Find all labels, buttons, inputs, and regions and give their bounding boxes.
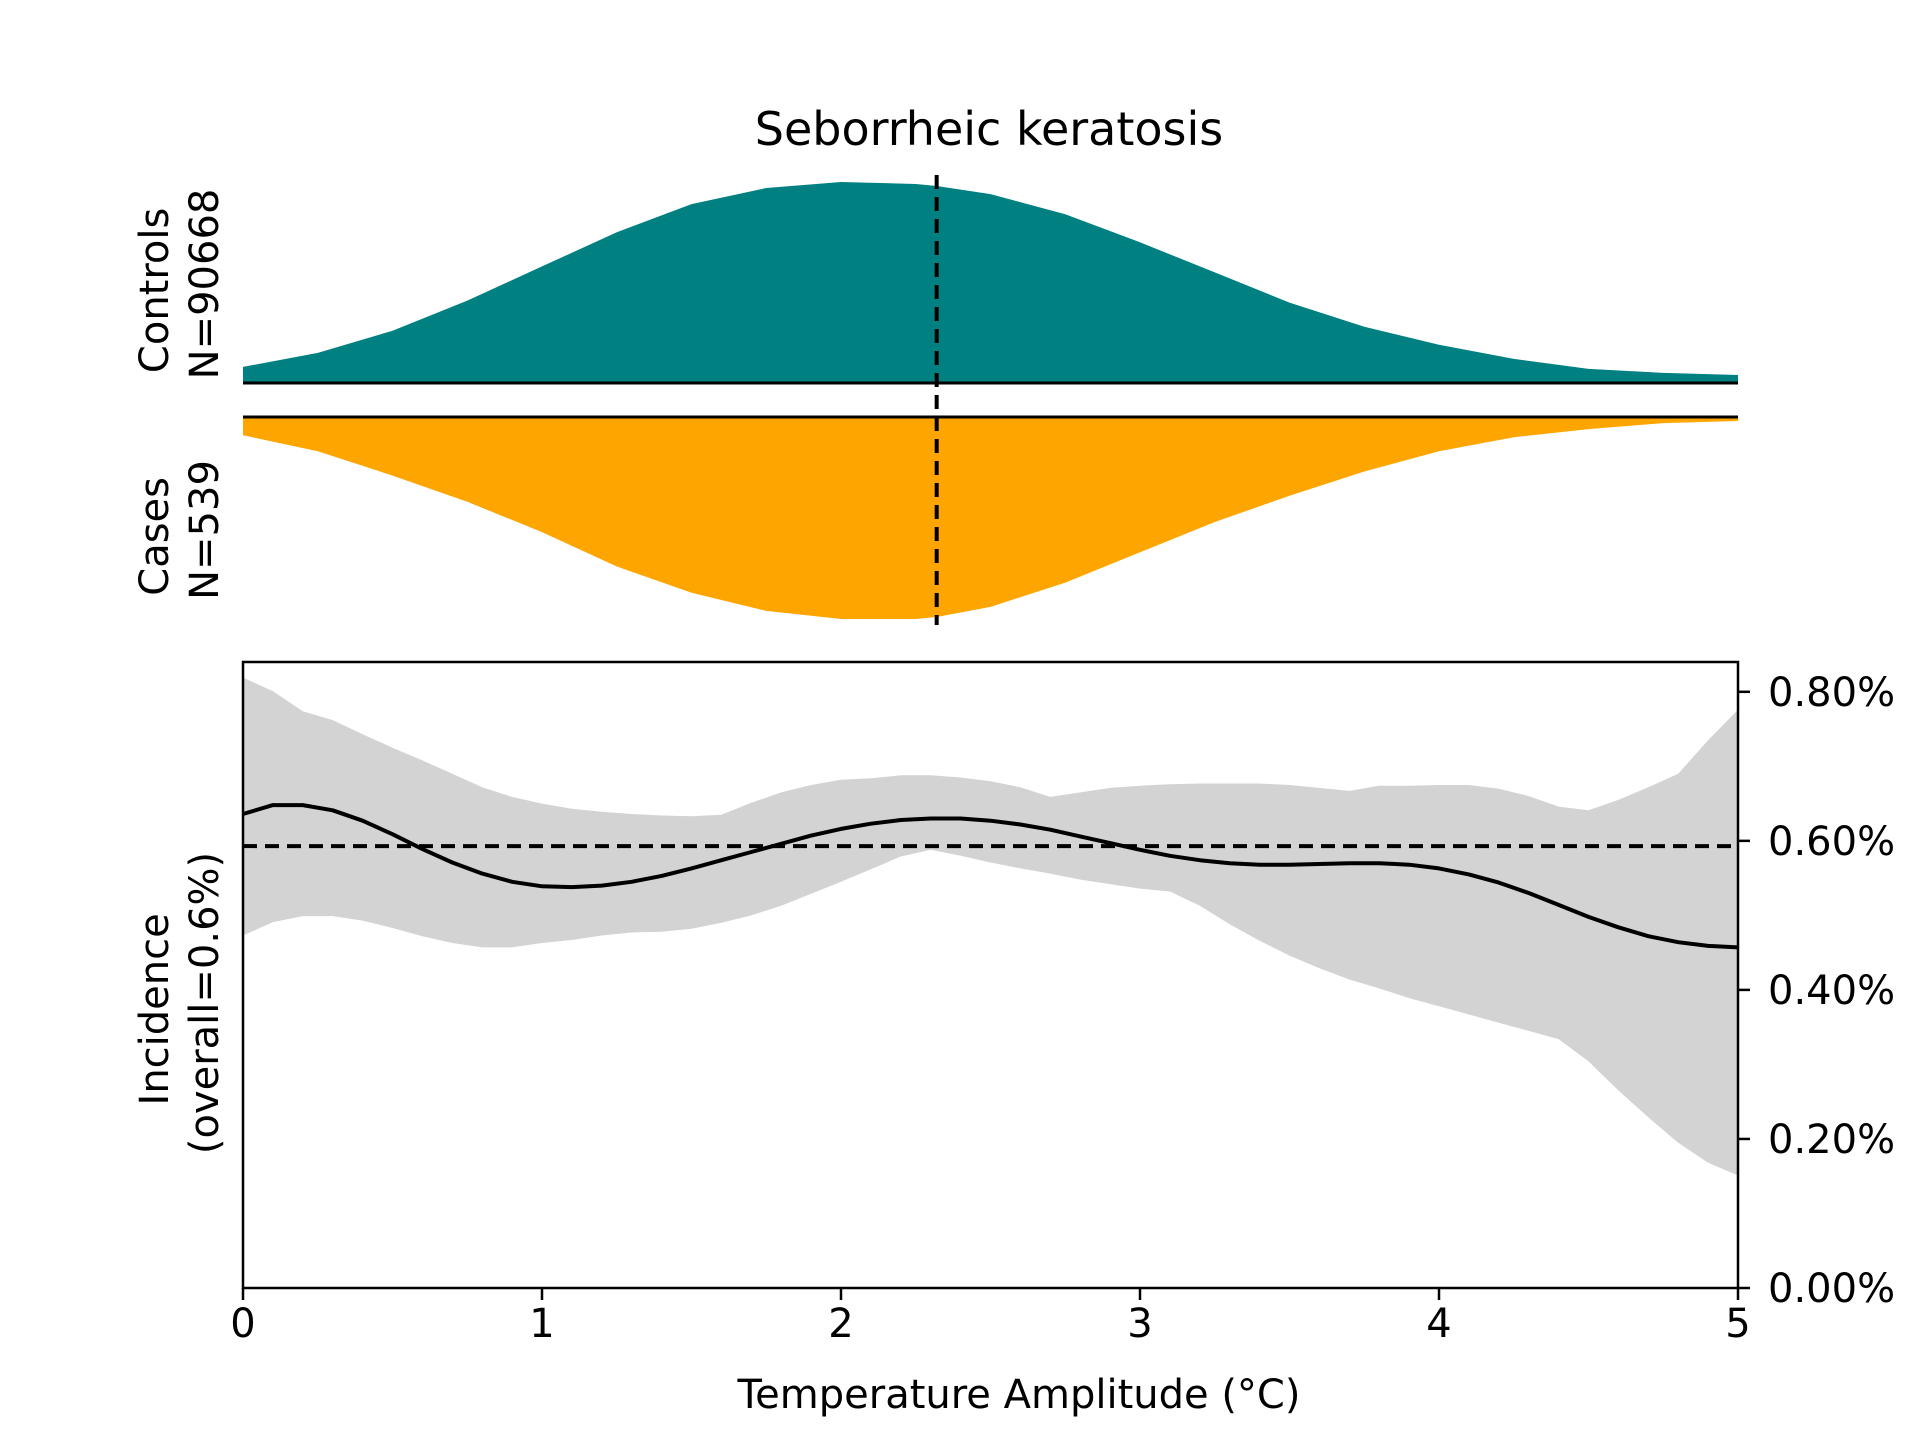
x-tick-label: 3 [1127,1301,1152,1347]
y-tick-label: 0.20% [1768,1117,1895,1163]
controls-density-area [243,182,1738,383]
cases-label-line1: Cases [132,477,178,596]
distribution-panel [243,175,1738,625]
x-tick-label: 5 [1725,1301,1750,1347]
cases-density-area [243,417,1738,619]
controls-label: Controls N=90668 [132,189,228,380]
y-axis-label-line1: Incidence [132,913,178,1105]
x-tick-label: 1 [529,1301,554,1347]
incidence-estimate-line [242,803,1739,950]
chart-title: Seborrheic keratosis [755,102,1224,156]
x-tick-label: 2 [828,1301,853,1347]
x-tick-label: 0 [230,1301,255,1347]
x-axis-label: Temperature Amplitude (°C) [737,1372,1301,1418]
y-tick-label: 0.00% [1768,1266,1895,1312]
controls-label-line2: N=90668 [182,189,228,380]
confidence-band [243,677,1738,1176]
y-axis-label-line2: (overall=0.6%) [182,852,228,1154]
plot-frame [241,660,1740,1290]
y-tick-label: 0.40% [1768,968,1895,1014]
cases-label-line2: N=539 [182,460,228,600]
y-tick-label: 0.80% [1768,670,1895,716]
y-tick-label: 0.60% [1768,819,1895,865]
y-axis-label: Incidence (overall=0.6%) [132,852,228,1154]
x-tick-label: 4 [1426,1301,1451,1347]
cases-label: Cases N=539 [132,460,228,600]
incidence-panel: 0 1 2 3 4 5 0.00% 0.20% 0.40% 0.60% 0.80% [230,660,1895,1347]
controls-label-line1: Controls [132,208,178,373]
